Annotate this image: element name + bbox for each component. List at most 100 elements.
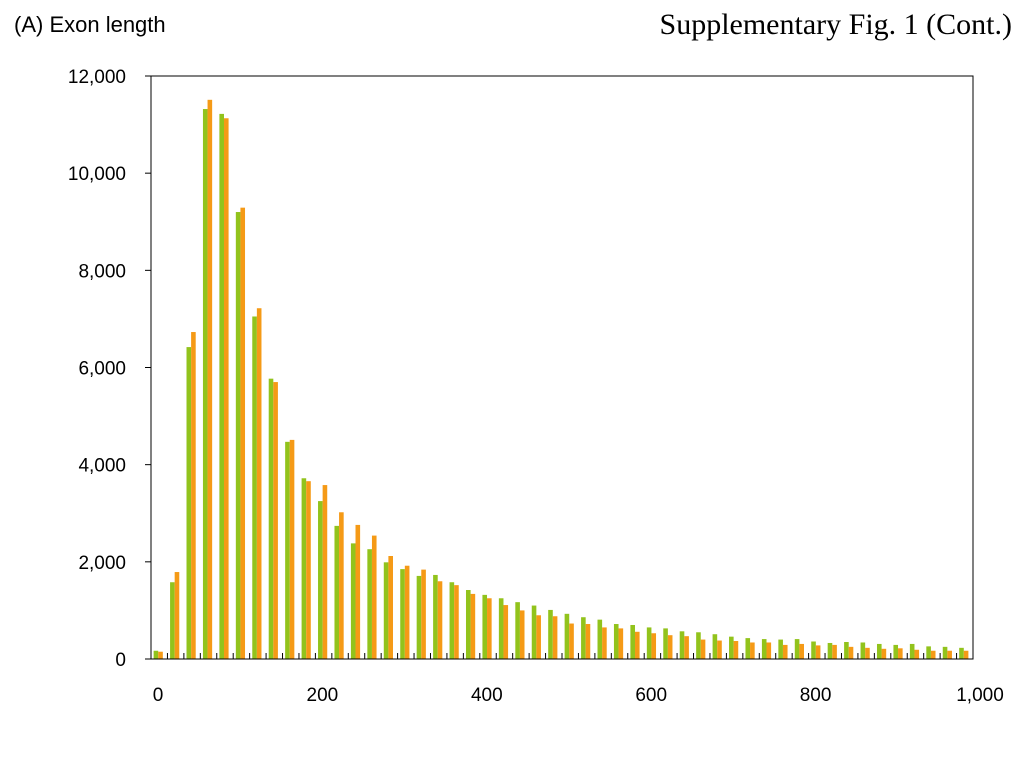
x-tick-label: 600 [635,685,667,706]
bar-series-1-bin-680 [712,634,718,659]
bar-series-2-bin-60 [207,99,213,659]
bar-series-2-bin-340 [437,581,443,659]
bar-series-1-bin-240 [350,543,356,659]
bar-series-1-bin-560 [613,624,619,659]
bar-series-2-bin-460 [536,615,541,659]
y-tick-label: 12,000 [68,67,126,88]
y-tick-label: 0 [115,650,126,671]
bar-series-2-bin-420 [503,605,509,659]
bar-series-1-bin-320 [416,575,422,659]
bar-series-2-bin-920 [914,649,920,659]
bar-series-1-bin-800 [811,641,816,659]
bar-series-1-bin-200 [318,501,323,659]
x-tick-label: 200 [307,685,339,706]
bar-series-2-bin-980 [963,650,969,659]
bar-series-1-bin-760 [778,639,783,659]
bar-series-1-bin-580 [630,624,635,659]
bar-series-2-bin-660 [700,639,706,659]
bar-series-2-bin-720 [750,642,755,659]
bar-series-1-bin-640 [679,631,685,659]
bar-series-1-bin-920 [909,643,915,659]
bar-series-2-bin-160 [289,439,295,659]
bar-series-1-bin-280 [383,562,389,659]
bar-series-1-bin-720 [745,638,751,659]
bar-series-1-bin-700 [729,636,734,659]
bar-series-2-bin-300 [404,565,410,659]
bar-series-2-bin-400 [487,598,492,659]
bar-series-1-bin-820 [827,642,833,659]
bar-series-1-bin-860 [860,642,866,659]
bar-series-2-bin-140 [273,382,278,659]
bar-series-2-bin-940 [930,650,936,659]
y-tick-label: 4,000 [78,456,126,477]
bar-series-2-bin-820 [832,644,837,659]
bar-series-2-bin-20 [174,572,180,659]
bar-series-1-bin-260 [367,549,372,659]
bar-series-1-bin-880 [876,643,882,659]
bar-series-2-bin-220 [339,512,344,659]
bar-series-2-bin-280 [388,556,393,659]
bar-series-2-bin-240 [355,524,361,659]
x-tick-label: 0 [153,685,164,706]
bar-series-1-bin-40 [186,347,192,659]
bar-series-2-bin-860 [865,647,870,659]
bar-series-2-bin-480 [552,616,558,659]
bar-series-1-bin-480 [548,609,553,659]
y-tick-label: 6,000 [78,359,126,380]
bar-series-1-bin-0 [153,650,159,659]
y-tick-label: 2,000 [78,553,126,574]
bar-series-1-bin-840 [844,642,849,659]
x-tick-label: 400 [471,685,503,706]
y-tick-label: 8,000 [78,261,126,282]
bar-series-2-bin-500 [569,623,574,659]
bar-series-1-bin-180 [301,478,307,659]
bar-series-2-bin-120 [256,308,262,659]
bar-series-2-bin-780 [799,643,804,659]
x-tick-label: 800 [800,685,832,706]
y-tick-label: 10,000 [68,164,126,185]
bar-series-2-bin-840 [848,646,854,659]
bar-series-1-bin-400 [482,594,488,659]
bar-series-2-bin-360 [454,585,459,659]
bar-series-2-bin-680 [717,640,722,659]
bar-series-1-bin-460 [531,605,537,659]
bar-series-2-bin-0 [158,651,163,659]
bar-series-1-bin-360 [449,582,455,659]
bar-series-1-bin-60 [202,109,208,660]
bar-series-2-bin-40 [191,332,196,659]
bar-series-2-bin-520 [585,624,591,659]
bar-series-2-bin-440 [519,610,525,659]
bar-series-2-bin-380 [470,593,476,659]
bar-series-1-bin-340 [433,574,438,659]
bar-series-1-bin-960 [942,646,948,659]
bar-series-2-bin-640 [684,636,689,659]
bar-series-2-bin-200 [322,485,328,659]
bar-series-2-bin-700 [733,641,739,659]
figure-title: Supplementary Fig. 1 (Cont.) [659,8,1012,41]
x-tick-label: 1,000 [956,685,1004,706]
bar-series-2-bin-800 [815,645,821,659]
bar-series-1-bin-100 [235,212,241,659]
bar-series-2-bin-760 [782,644,788,659]
bar-series-1-bin-540 [597,619,603,659]
bar-series-1-bin-520 [581,617,586,659]
bar-series-1-bin-20 [170,582,175,659]
bar-series-1-bin-600 [646,627,652,659]
bar-series-1-bin-300 [400,569,405,659]
bar-series-2-bin-960 [947,650,952,659]
bar-series-1-bin-660 [696,632,701,659]
bar-series-1-bin-80 [219,113,224,659]
bars-layer [153,99,969,660]
bar-series-1-bin-940 [926,646,931,659]
bar-series-1-bin-440 [515,602,520,659]
bar-series-2-bin-260 [371,535,377,659]
bar-series-2-bin-620 [667,635,673,659]
bar-series-1-bin-740 [761,639,767,659]
bar-series-2-bin-900 [898,648,903,659]
bar-series-2-bin-100 [240,207,246,659]
bar-series-2-bin-580 [634,631,640,659]
bar-series-1-bin-220 [334,525,340,659]
bar-series-1-bin-780 [794,639,800,659]
bar-series-1-bin-620 [663,628,668,659]
